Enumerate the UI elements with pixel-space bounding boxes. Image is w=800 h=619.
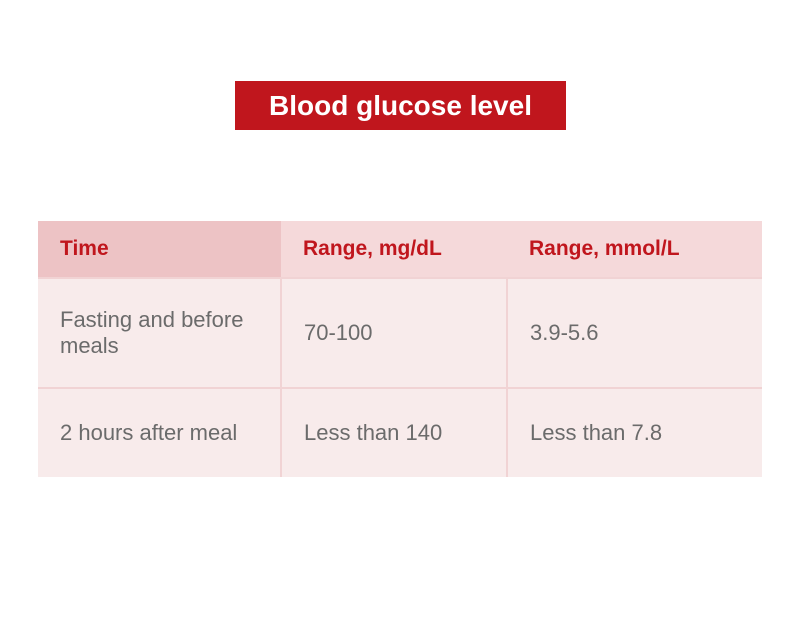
column-header: Time [38,221,281,278]
cell: 2 hours after meal [38,387,282,477]
cell: Less than 7.8 [507,387,762,477]
cell: 3.9-5.6 [507,277,762,388]
column-header: Range, mg/dL [281,221,507,278]
title: Blood glucose level [235,81,566,130]
row: Fasting and before meals 70-100 3.9-5.6 [38,277,762,388]
glucose-table: Time Range, mg/dL Range, mmol/L Fasting … [38,221,762,477]
row: 2 hours after meal Less than 140 Less th… [38,387,762,477]
column-header: Range, mmol/L [507,221,762,278]
cell: Fasting and before meals [38,277,282,388]
cell: Less than 140 [281,387,508,477]
cell: 70-100 [281,277,508,388]
header-row: Time Range, mg/dL Range, mmol/L [38,221,762,278]
